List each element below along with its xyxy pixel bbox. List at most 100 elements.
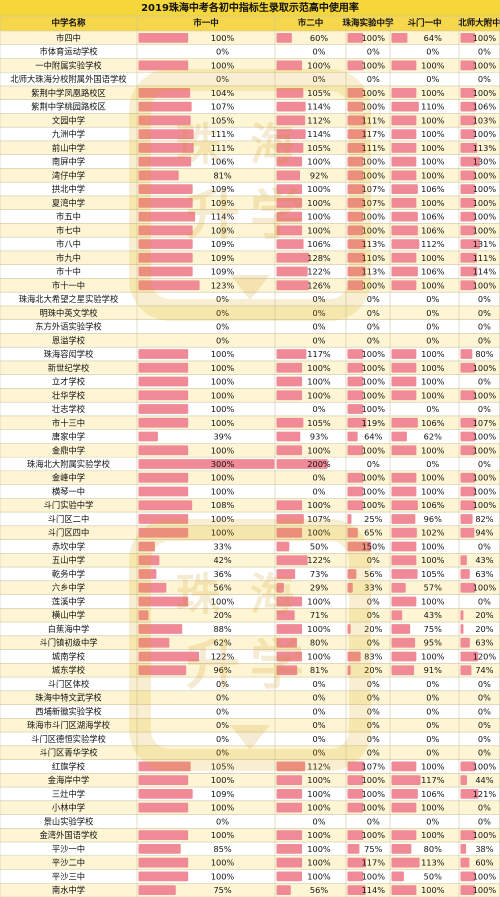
data-bar <box>347 665 351 676</box>
data-bar <box>460 789 479 799</box>
value-cell: 0% <box>426 679 439 689</box>
table-row <box>0 855 500 870</box>
school-name-cell: 斗门区德恒实验学校 <box>31 734 106 744</box>
value-cell: 0% <box>216 47 229 57</box>
value-cell: 38% <box>475 844 493 854</box>
table-row <box>0 44 500 59</box>
school-name-cell: 小林中学 <box>52 803 85 813</box>
value-cell: 100% <box>307 377 331 387</box>
value-cell: 91% <box>424 665 442 675</box>
data-bar <box>391 596 417 607</box>
data-bar <box>347 101 364 112</box>
value-cell: 71% <box>310 610 328 620</box>
data-bar <box>460 445 476 456</box>
value-cell: 100% <box>362 789 386 799</box>
value-cell: 100% <box>421 651 445 661</box>
value-cell: 0% <box>478 734 491 744</box>
school-name-cell: 市五中 <box>56 212 81 222</box>
school-name-cell: 平沙一中 <box>52 844 85 854</box>
value-cell: 106% <box>421 500 445 510</box>
value-cell: 100% <box>421 761 445 771</box>
data-bar <box>460 349 473 359</box>
school-name-cell: 景山实验学校 <box>44 816 94 826</box>
data-bar <box>391 142 417 153</box>
value-cell: 100% <box>421 198 445 208</box>
table-row <box>0 704 500 719</box>
value-cell: 100% <box>473 432 497 442</box>
value-cell: 100% <box>362 102 386 112</box>
data-bar <box>347 170 364 181</box>
value-cell: 60% <box>310 33 328 43</box>
data-bar <box>391 582 406 593</box>
value-cell: 100% <box>211 528 235 538</box>
value-cell: 0% <box>367 638 380 648</box>
value-cell: 100% <box>362 871 386 881</box>
value-cell: 0% <box>367 294 380 304</box>
data-bar <box>391 789 418 799</box>
value-cell: 0% <box>313 294 326 304</box>
school-name-cell: 东方外语实验学校 <box>35 322 102 332</box>
data-bar <box>276 514 304 524</box>
value-cell: 100% <box>362 363 386 373</box>
value-cell: 0% <box>426 706 439 716</box>
data-bar <box>276 651 303 662</box>
value-cell: 0% <box>216 294 229 304</box>
data-bar <box>138 514 189 524</box>
value-cell: 100% <box>473 445 497 455</box>
value-cell: 111% <box>362 115 386 125</box>
table-row <box>0 649 500 664</box>
value-cell: 0% <box>426 308 439 318</box>
value-cell: 0% <box>426 74 439 84</box>
value-cell: 150% <box>362 541 386 551</box>
value-cell: 100% <box>362 377 386 387</box>
value-cell: 107% <box>362 761 386 771</box>
data-bar <box>460 527 475 538</box>
table-row <box>0 223 500 238</box>
data-bar <box>460 885 476 895</box>
value-cell: 93% <box>310 432 328 442</box>
school-name-cell: 珠海市斗门区湖海学校 <box>27 720 111 730</box>
value-cell: 0% <box>426 335 439 345</box>
school-name-cell: 城东学校 <box>52 665 86 675</box>
data-bar <box>391 844 412 854</box>
value-cell: 0% <box>216 335 229 345</box>
watermark-text: 升学 <box>186 184 314 247</box>
value-cell: 123% <box>211 280 235 290</box>
value-cell: 0% <box>426 693 439 703</box>
data-bar <box>347 239 366 249</box>
column-header: 市二中 <box>298 18 324 29</box>
value-cell: 83% <box>364 651 382 661</box>
data-bar <box>460 857 470 868</box>
value-cell: 113% <box>362 239 386 249</box>
table-row <box>0 319 500 334</box>
value-cell: 0% <box>367 459 380 469</box>
data-bar <box>391 280 417 291</box>
data-bar <box>347 789 364 799</box>
value-cell: 33% <box>213 541 231 551</box>
value-cell: 100% <box>421 486 445 496</box>
value-cell: 0% <box>478 596 491 606</box>
data-bar <box>460 624 464 634</box>
data-bar <box>460 486 476 497</box>
data-bar <box>276 87 304 98</box>
value-cell: 75% <box>424 624 442 634</box>
value-cell: 100% <box>307 225 331 235</box>
table-row <box>0 773 500 788</box>
school-name-cell: 金湾外国语学校 <box>39 830 98 840</box>
data-bar <box>460 60 476 71</box>
data-bar <box>347 266 366 277</box>
value-cell: 106% <box>307 239 331 249</box>
value-cell: 100% <box>421 445 445 455</box>
table-row <box>0 567 500 581</box>
value-cell: 100% <box>362 33 386 43</box>
data-bar <box>460 239 480 249</box>
value-cell: 0% <box>478 720 491 730</box>
table-row <box>0 278 500 293</box>
table-row <box>0 690 500 705</box>
data-bar <box>347 431 358 442</box>
value-cell: 100% <box>473 60 497 70</box>
value-cell: 100% <box>362 390 386 400</box>
value-cell: 102% <box>421 528 445 538</box>
value-cell: 100% <box>307 528 331 538</box>
